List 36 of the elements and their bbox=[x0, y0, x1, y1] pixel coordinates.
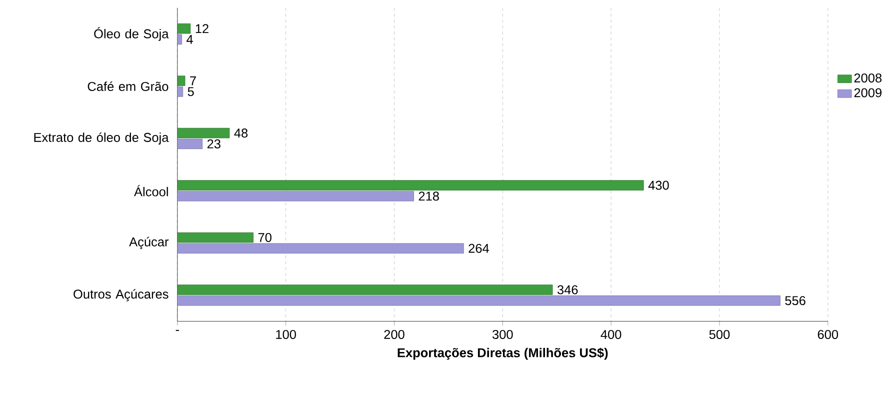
data-label: 346 bbox=[557, 285, 578, 294]
y-tick-label: Café em Grão bbox=[88, 81, 168, 91]
bar bbox=[177, 284, 553, 295]
bar bbox=[177, 232, 254, 243]
bar bbox=[177, 138, 203, 149]
data-label: 23 bbox=[207, 139, 220, 148]
y-tick-label: Álcool bbox=[134, 185, 168, 196]
data-label: 70 bbox=[258, 232, 272, 242]
y-tick-label: Açúcar bbox=[129, 236, 169, 249]
y-tick-label: Óleo de Soja bbox=[94, 27, 169, 41]
y-tick-label: Outros Açúcares bbox=[74, 289, 168, 302]
bar bbox=[177, 295, 780, 306]
x-tick-label: 500 bbox=[709, 330, 730, 339]
data-label: 12 bbox=[196, 24, 208, 33]
bar bbox=[177, 180, 644, 190]
bar bbox=[177, 190, 414, 202]
y-tick-label: Extrato de óleo de Soja bbox=[34, 132, 169, 144]
data-label: 48 bbox=[234, 128, 248, 138]
data-label: 264 bbox=[468, 244, 489, 253]
x-tick-label: 100 bbox=[276, 330, 296, 339]
data-label: 218 bbox=[418, 192, 439, 201]
x-tick-label: - bbox=[176, 330, 179, 331]
data-label: 430 bbox=[648, 180, 669, 190]
data-label: 5 bbox=[188, 87, 194, 96]
data-label: 7 bbox=[190, 76, 196, 86]
bar bbox=[177, 243, 464, 254]
legend-label: 2009 bbox=[854, 88, 882, 98]
legend-label: 2008 bbox=[854, 73, 882, 82]
data-label: 556 bbox=[785, 296, 806, 306]
x-tick-label: 600 bbox=[818, 330, 838, 339]
x-tick-label: 200 bbox=[384, 330, 404, 339]
x-tick-label: 400 bbox=[600, 330, 622, 339]
data-label: 4 bbox=[186, 34, 193, 44]
bar bbox=[177, 128, 230, 138]
x-axis-title: Exportações Diretas (Milhões US$) bbox=[398, 348, 608, 360]
x-tick-label: 300 bbox=[492, 330, 513, 339]
